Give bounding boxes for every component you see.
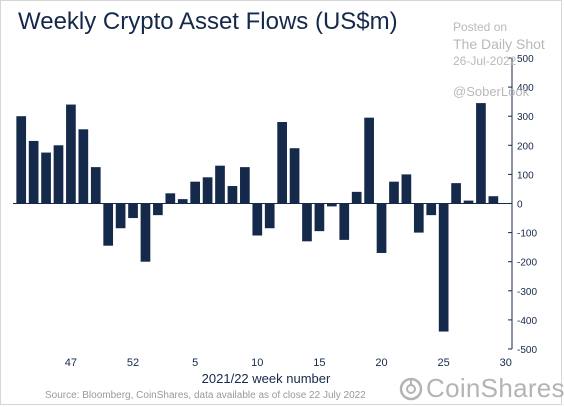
- y-tick-label: 200: [517, 141, 534, 152]
- bar-week-25: [438, 203, 449, 332]
- x-tick-label: 52: [127, 357, 139, 369]
- y-tick-label: -100: [517, 229, 537, 240]
- bar-week-8: [227, 186, 238, 204]
- y-tick-label: -200: [517, 258, 537, 269]
- chart-title: Weekly Crypto Asset Flows (US$m): [18, 8, 398, 35]
- bar-week-6: [202, 177, 213, 204]
- x-axis-label: 2021/22 week number: [201, 371, 331, 386]
- bar-week-5: [190, 181, 201, 204]
- bar-week-14: [302, 203, 312, 242]
- bar-week-20: [376, 203, 387, 253]
- watermark-posted: Posted on: [453, 20, 508, 34]
- x-tick-label: 20: [375, 357, 387, 369]
- y-tick-label: 100: [517, 170, 534, 181]
- y-tick-label: 500: [517, 54, 534, 65]
- bar-week-52: [128, 203, 138, 219]
- x-tick-label: 5: [192, 357, 198, 369]
- bar-week-43: [16, 116, 27, 204]
- bar-week-3: [165, 193, 176, 204]
- bar-week-4: [177, 199, 188, 204]
- x-tick-label: 30: [500, 357, 512, 369]
- bar-week-21: [389, 181, 399, 204]
- x-tick-label: 47: [65, 357, 77, 369]
- bar-week-45: [41, 152, 51, 204]
- bar-week-22: [401, 174, 412, 204]
- bar-week-11: [264, 203, 275, 229]
- bar-week-47: [66, 104, 76, 204]
- bar-week-17: [339, 203, 350, 240]
- bar-week-13: [289, 148, 300, 204]
- watermark-handle: @SoberLook: [453, 84, 530, 99]
- bar-week-26: [451, 183, 461, 204]
- coinshares-logo-icon: [399, 377, 423, 400]
- bar-week-9: [240, 167, 250, 204]
- bar-week-27: [463, 200, 474, 204]
- bar-week-50: [103, 203, 114, 246]
- y-tick-label: 400: [517, 83, 534, 94]
- y-tick-label: -500: [517, 345, 537, 356]
- watermark-date: 26-Jul-2022: [453, 54, 517, 68]
- bar-week-48: [78, 129, 89, 204]
- y-tick-label: -400: [517, 316, 537, 327]
- bar-week-12: [277, 122, 287, 204]
- x-tick-label: 10: [251, 357, 263, 369]
- watermark-site: The Daily Shot: [453, 36, 545, 52]
- x-tick-label: 15: [313, 357, 325, 369]
- bar-week-49: [90, 167, 101, 204]
- bar-week-10: [252, 203, 263, 236]
- x-tick-label: 25: [438, 357, 450, 369]
- bar-week-46: [53, 145, 64, 204]
- bar-week-1: [140, 203, 151, 262]
- bar-week-2: [153, 203, 163, 216]
- y-tick-label: -300: [517, 287, 537, 298]
- y-tick-label: 300: [517, 112, 534, 123]
- bar-week-15: [314, 203, 325, 232]
- bar-week-28: [476, 103, 486, 204]
- bar-week-51: [115, 203, 126, 229]
- bar-week-19: [364, 117, 374, 204]
- bar-week-7: [215, 165, 225, 204]
- bar-week-44: [28, 140, 39, 204]
- y-tick-label: 0: [517, 200, 523, 211]
- logo-text: CoinShares: [426, 373, 564, 403]
- bar-week-24: [426, 203, 437, 216]
- bar-week-18: [351, 191, 362, 204]
- bar-week-23: [413, 203, 424, 233]
- source-note: Source: Bloomberg, CoinShares, data avai…: [45, 390, 366, 401]
- bar-week-16: [326, 203, 337, 207]
- bar-week-29: [488, 196, 499, 204]
- coinshares-logo: CoinShares: [398, 373, 564, 404]
